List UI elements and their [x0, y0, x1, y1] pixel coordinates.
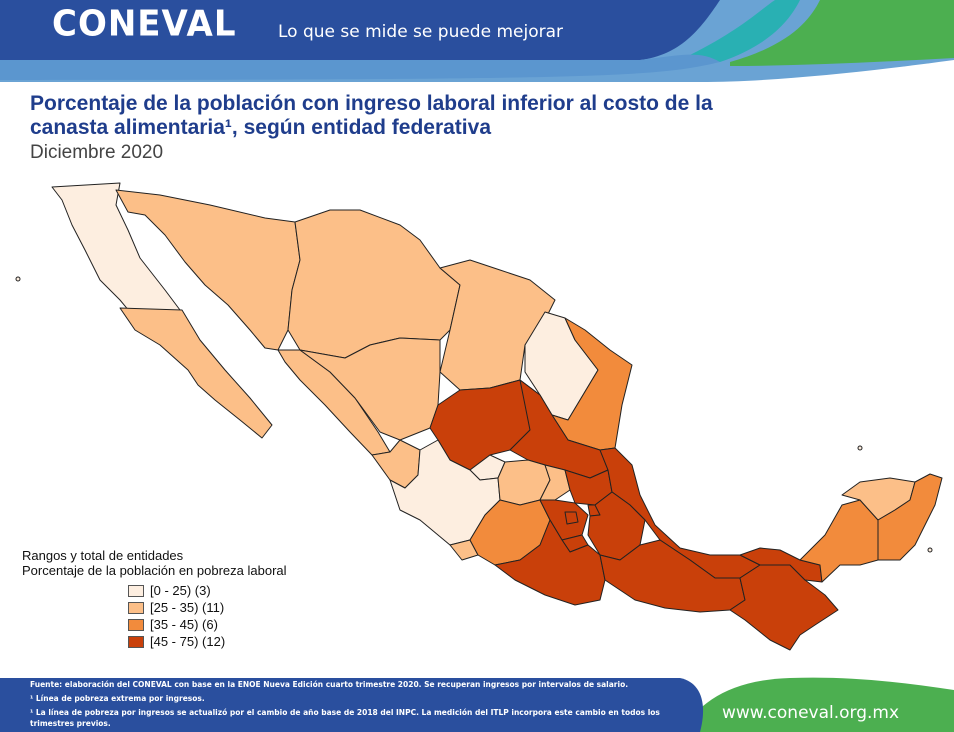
state-sonora: [115, 189, 301, 351]
footer-note-2: ¹ Línea de pobreza extrema por ingresos.: [30, 694, 205, 703]
legend-swatch: [128, 601, 144, 614]
header-wave-graphic: [0, 0, 954, 82]
footer-notes: Fuente: elaboración del CONEVAL con base…: [30, 679, 670, 732]
mexico-states-map: [15, 182, 943, 651]
state-quintana-roo: [877, 473, 943, 561]
legend-item-label: [35 - 45) (6): [150, 617, 218, 632]
footer-note-3: ¹ La línea de pobreza por ingresos se ac…: [30, 708, 660, 728]
legend-item: [45 - 75) (12): [128, 633, 287, 650]
legend-item: [0 - 25) (3): [128, 582, 287, 599]
state-coahuila: [439, 259, 556, 391]
legend-swatch: [128, 584, 144, 597]
map-legend: Rangos y total de entidades Porcentaje d…: [22, 548, 287, 650]
map-subtitle-date: Diciembre 2020: [30, 142, 164, 163]
legend-item-label: [0 - 25) (3): [150, 583, 211, 598]
legend-swatch: [128, 635, 144, 648]
coneval-logo: CONEVAL: [52, 3, 237, 45]
state-jalisco: [389, 439, 501, 546]
map-title: Porcentaje de la población con ingreso l…: [30, 92, 910, 140]
legend-item-label: [45 - 75) (12): [150, 634, 226, 649]
header-slogan: Lo que se mide se puede mejorar: [278, 22, 563, 42]
map-title-line-1: Porcentaje de la población con ingreso l…: [30, 92, 713, 115]
footer-banner: [0, 672, 954, 732]
header-banner: CONEVAL Lo que se mide se puede mejorar: [0, 0, 954, 90]
legend-swatch: [128, 618, 144, 631]
footer-wave-graphic: [0, 677, 954, 732]
state-baja-california-sur: [119, 307, 273, 439]
legend-item: [35 - 45) (6): [128, 616, 287, 633]
state-chihuahua: [287, 209, 461, 359]
legend-subheading: Porcentaje de la población en pobreza la…: [22, 563, 287, 578]
legend-heading: Rangos y total de entidades: [22, 548, 184, 563]
state-cdmx: [564, 511, 579, 525]
map-title-line-2: canasta alimentaria¹, según entidad fede…: [30, 116, 491, 139]
legend-item: [25 - 35) (11): [128, 599, 287, 616]
website-link[interactable]: www.coneval.org.mx: [722, 703, 900, 723]
state-guerrero: [494, 519, 606, 606]
legend-item-label: [25 - 35) (11): [150, 600, 225, 615]
footer-source-note: Fuente: elaboración del CONEVAL con base…: [30, 680, 629, 689]
